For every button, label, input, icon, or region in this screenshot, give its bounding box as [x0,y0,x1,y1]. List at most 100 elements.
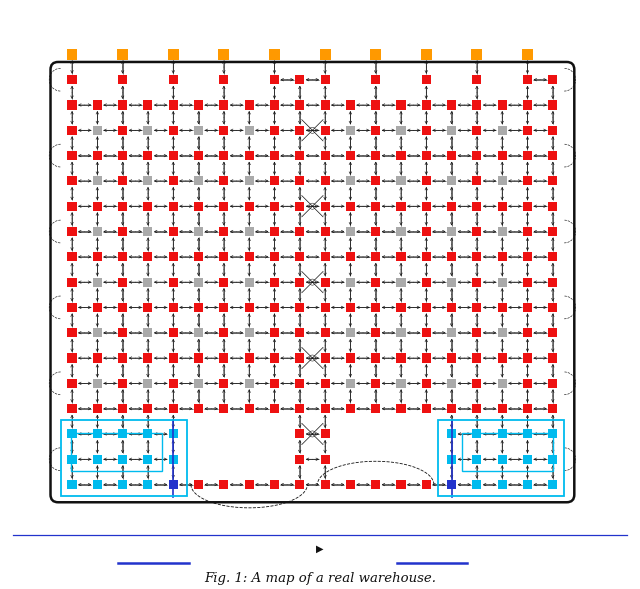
Bar [169,176,178,186]
Bar [244,277,253,287]
Bar [118,101,127,110]
Bar [346,404,355,413]
Bar [548,125,557,135]
Bar [523,404,532,413]
Bar [143,277,152,287]
Bar [523,252,532,262]
Bar [346,328,355,337]
Bar [548,480,557,489]
Bar [498,429,507,438]
Bar [143,303,152,312]
Bar [523,379,532,388]
Bar [447,404,456,413]
Bar [270,303,279,312]
Bar [346,252,355,262]
Bar [270,353,279,363]
Bar [472,429,481,438]
Bar [61,420,187,496]
Bar [396,227,406,236]
Bar [472,303,481,312]
Bar [244,227,253,236]
Bar [220,328,228,337]
Bar [169,101,178,110]
Bar [220,125,228,135]
Bar [447,101,456,110]
Bar [194,328,203,337]
Bar [422,277,431,287]
Bar [447,455,456,464]
Bar [270,328,279,337]
Bar [143,227,152,236]
Bar [321,379,330,388]
Bar [244,151,253,160]
Bar [220,252,228,262]
Bar [321,429,330,438]
Bar [523,480,532,489]
Bar [194,277,203,287]
Bar [194,379,203,388]
Bar [321,125,330,135]
Bar [438,420,564,496]
Bar [194,151,203,160]
Bar [244,201,253,211]
Bar [447,176,456,186]
Bar [523,151,532,160]
Bar [295,125,304,135]
Bar [270,101,279,110]
Bar [93,201,102,211]
Bar [396,480,406,489]
Bar [270,277,279,287]
Bar [498,252,507,262]
Bar [346,277,355,287]
Bar [194,480,203,489]
Bar [143,201,152,211]
Bar [472,75,481,84]
Bar [270,480,279,489]
Bar [169,353,178,363]
Bar [295,176,304,186]
Bar [143,151,152,160]
Bar [93,151,102,160]
Bar [295,429,304,438]
Bar [269,49,280,60]
Bar [270,75,279,84]
Bar [67,353,77,363]
Bar [67,227,77,236]
Bar [321,227,330,236]
Bar [498,455,507,464]
Bar [194,101,203,110]
Bar [447,277,456,287]
Bar [321,252,330,262]
Bar [422,151,431,160]
Bar [93,379,102,388]
Bar [67,75,77,84]
Bar [371,201,380,211]
Bar [118,277,127,287]
Bar [194,404,203,413]
Bar [522,49,533,60]
Bar [346,353,355,363]
Bar [143,353,152,363]
Bar [523,125,532,135]
Bar [118,125,127,135]
Bar [472,328,481,337]
Bar [244,353,253,363]
Text: $\blacktriangleright$: $\blacktriangleright$ [314,543,326,554]
Bar [194,227,203,236]
Bar [523,303,532,312]
Bar [447,429,456,438]
Bar [346,101,355,110]
Bar [270,176,279,186]
Bar [548,151,557,160]
Bar [220,176,228,186]
Bar [548,201,557,211]
Bar [371,328,380,337]
Bar [447,303,456,312]
Bar [548,303,557,312]
Bar [93,277,102,287]
Bar [321,328,330,337]
Bar [220,75,228,84]
Bar [295,303,304,312]
Bar [523,353,532,363]
Bar [346,480,355,489]
